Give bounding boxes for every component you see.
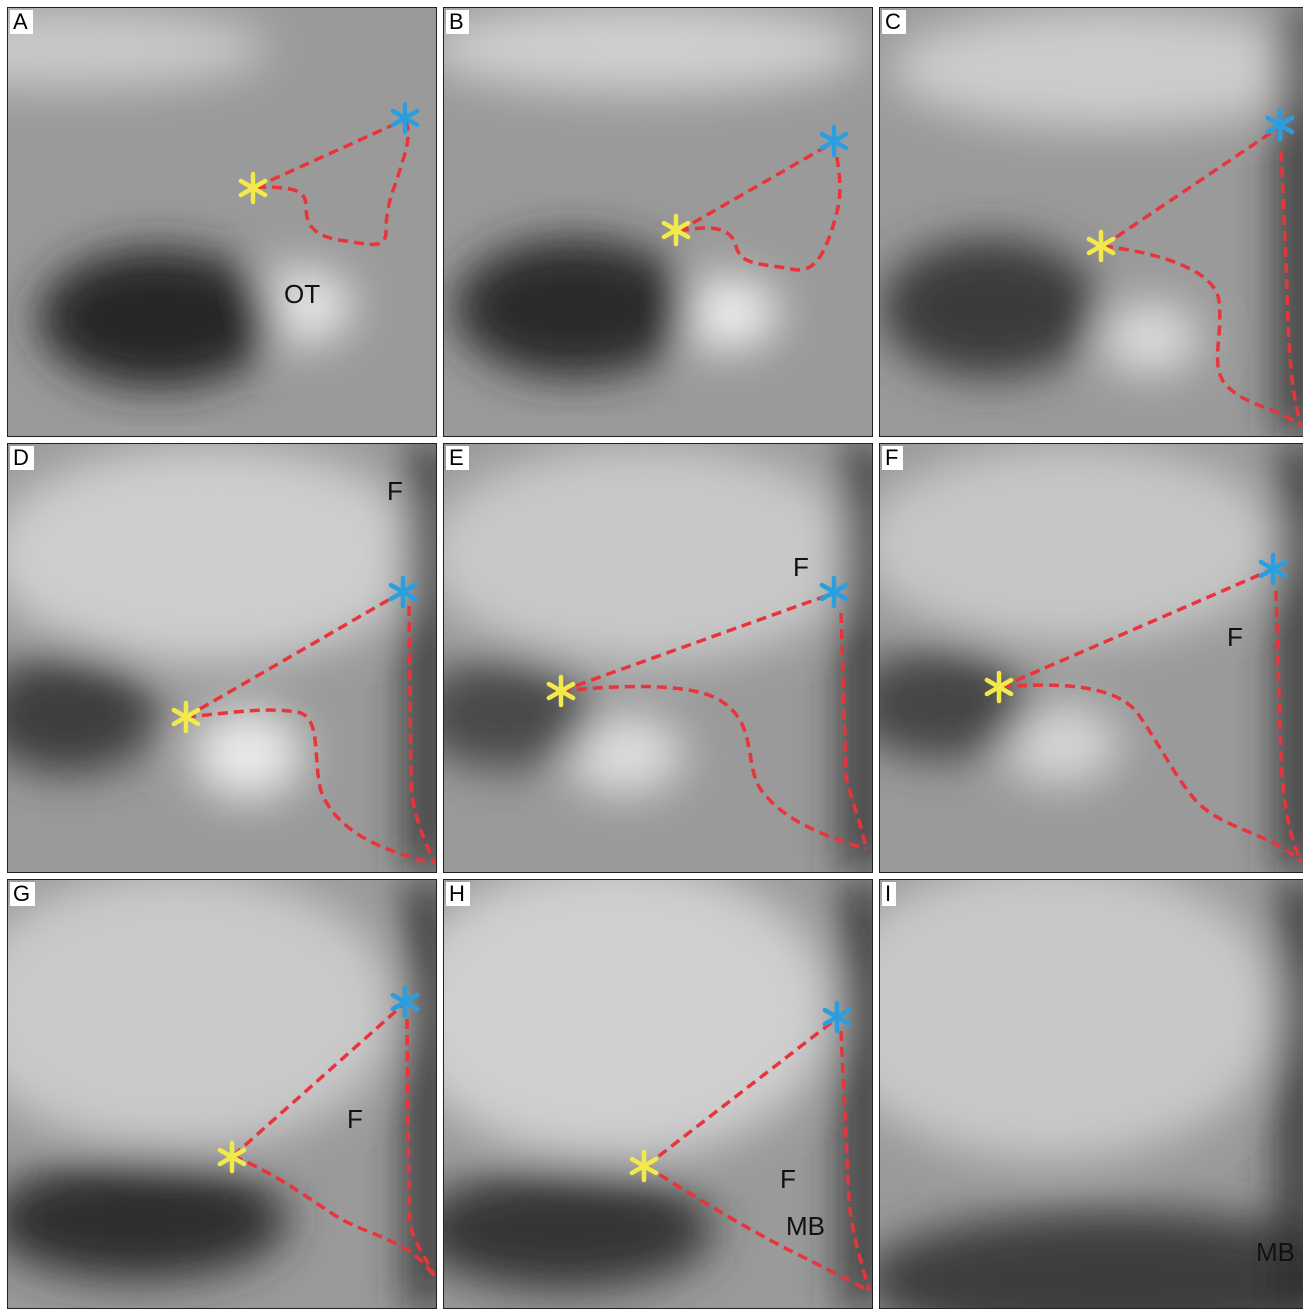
region-label-f: F [1227, 622, 1243, 652]
panel-letter: A [10, 10, 33, 34]
region-label-mb: MB [1256, 1237, 1295, 1267]
outline-dashed-path [839, 612, 868, 850]
outline-dashed-path [232, 1154, 436, 1277]
outline-dashed-path [407, 605, 436, 864]
outline-dashed-path [560, 684, 867, 851]
panel-letter: G [10, 882, 36, 906]
blue-asterisk-icon [1265, 108, 1295, 142]
outline-dashed-path [645, 1164, 870, 1293]
outline-dashed-path [255, 120, 410, 247]
mri-image [880, 8, 1303, 436]
yellow-asterisk-icon [984, 670, 1014, 704]
region-label-f: F [780, 1164, 796, 1194]
blue-asterisk-icon [390, 101, 420, 135]
mri-panel-c: C [879, 7, 1303, 437]
yellow-asterisk-icon [217, 1140, 247, 1174]
mri-image [880, 880, 1303, 1308]
outline-dashed-path [185, 589, 405, 719]
yellow-asterisk-icon [171, 700, 201, 734]
region-label-ot: OT [284, 279, 321, 309]
yellow-asterisk-icon [238, 171, 268, 205]
blue-asterisk-icon [390, 985, 420, 1019]
outline-dashed-path [185, 708, 435, 865]
yellow-asterisk-icon [661, 213, 691, 247]
mri-image [8, 444, 436, 872]
outline-dashed-path [1102, 124, 1282, 248]
mri-image [444, 880, 872, 1308]
mri-image [880, 444, 1303, 872]
yellow-asterisk-icon [1086, 229, 1116, 263]
outline-dashed-path [1102, 244, 1303, 428]
panel-letter: C [882, 10, 906, 34]
outline-dashed-path [1000, 683, 1303, 863]
mri-image [444, 444, 872, 872]
outline-dashed-path [1000, 567, 1274, 689]
panel-letter: B [446, 10, 469, 34]
mri-panel-h: H F MB [443, 879, 873, 1309]
outline-dashed-path [405, 1018, 436, 1277]
blue-asterisk-icon [819, 575, 849, 609]
outline-dashed-path [1279, 150, 1303, 427]
region-label-f: F [793, 552, 809, 582]
outline-dashed-path [678, 150, 842, 272]
outline-dashed-path [560, 591, 835, 693]
region-label-mb: MB [786, 1211, 825, 1241]
mri-image [8, 880, 436, 1308]
panel-letter: F [882, 446, 904, 470]
mri-panel-a: A OT [7, 7, 437, 437]
blue-asterisk-icon [388, 575, 418, 609]
blue-asterisk-icon [819, 124, 849, 158]
panel-letter: E [446, 446, 469, 470]
yellow-asterisk-icon [629, 1149, 659, 1183]
mri-panel-i: I MB [879, 879, 1303, 1309]
yellow-asterisk-icon [546, 674, 576, 708]
blue-asterisk-icon [1258, 552, 1288, 586]
outline-dashed-path [255, 117, 407, 189]
mri-image [444, 8, 872, 436]
panel-letter: D [10, 446, 34, 470]
outline-dashed-path [839, 1030, 871, 1292]
blue-asterisk-icon [822, 1000, 852, 1034]
panel-letter: H [446, 882, 470, 906]
outline-dashed-path [1274, 590, 1303, 862]
region-label-f: F [347, 1104, 363, 1134]
panel-letter: I [882, 882, 897, 906]
outline-dashed-path [644, 1017, 838, 1168]
outline-dashed-path [678, 140, 835, 233]
region-label-f: F [387, 476, 403, 506]
mri-panel-b: B [443, 7, 873, 437]
outline-dashed-path [231, 1001, 407, 1158]
mri-image [8, 8, 436, 436]
